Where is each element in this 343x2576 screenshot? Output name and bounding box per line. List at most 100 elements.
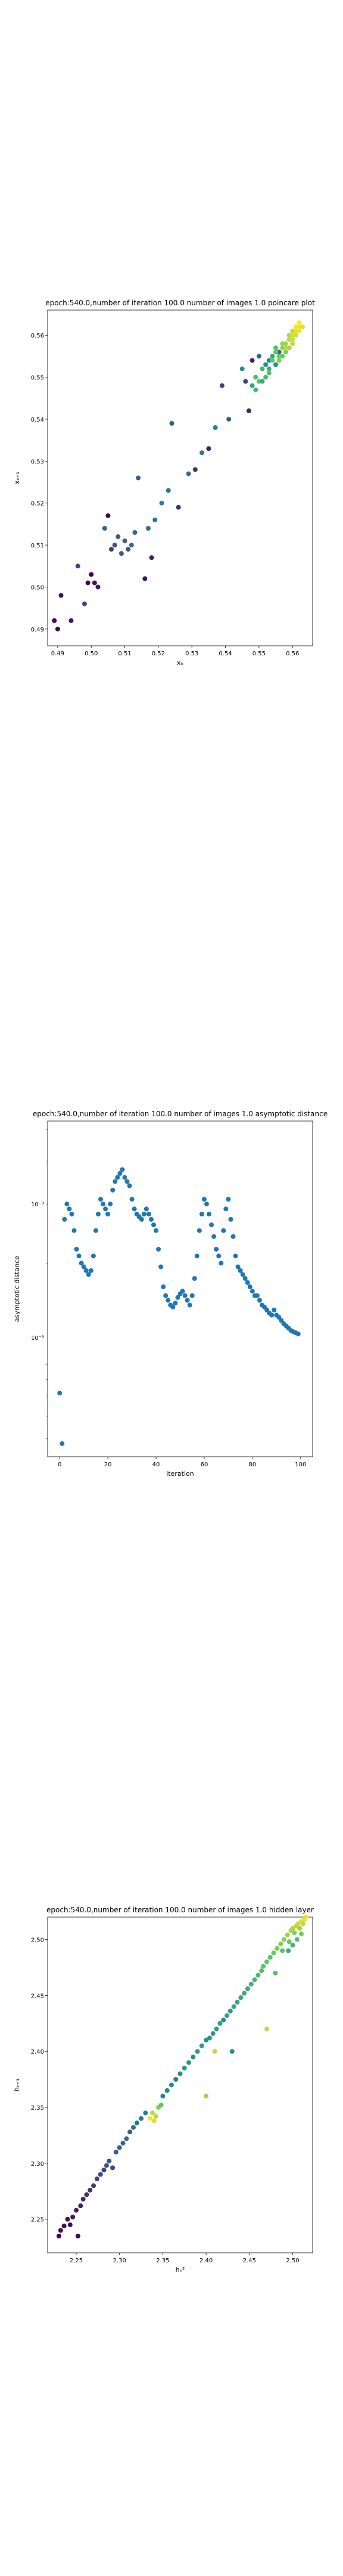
data-point (177, 2071, 183, 2076)
data-point (270, 358, 275, 363)
data-point (240, 1272, 245, 1277)
data-point (290, 337, 295, 342)
data-point (182, 1293, 188, 1298)
y-tick-label: 10⁻³ (31, 1335, 44, 1342)
data-point (290, 329, 295, 334)
data-point (239, 366, 245, 371)
data-point (75, 564, 80, 569)
data-point (292, 1930, 297, 1936)
data-point (120, 2141, 126, 2146)
data-point (110, 2165, 116, 2171)
y-tick-label: 0.54 (31, 417, 44, 423)
data-point (283, 349, 288, 355)
data-point (238, 1268, 243, 1273)
data-point (294, 1937, 300, 1942)
data-point (297, 320, 302, 326)
data-point (149, 2110, 155, 2116)
y-tick-label: 0.52 (31, 501, 44, 507)
x-axis-label: xₙ (177, 659, 183, 667)
x-tick-label: 0.50 (85, 651, 98, 657)
y-axis-label: asymptotic distance (13, 1256, 21, 1322)
data-point (283, 345, 288, 351)
data-point (252, 1977, 257, 1983)
x-tick-label: 0.56 (286, 651, 299, 657)
data-point (85, 580, 91, 586)
plot-frame (47, 1916, 313, 2253)
y-tick-label: 2.25 (31, 2217, 44, 2224)
data-point (136, 475, 141, 481)
data-point (194, 1253, 199, 1259)
data-point (243, 379, 248, 384)
data-point (278, 1942, 283, 1947)
data-point (295, 1332, 301, 1337)
data-point (169, 2082, 174, 2088)
data-point (67, 2222, 73, 2228)
data-point (88, 1268, 93, 1273)
data-point (176, 504, 181, 510)
data-point (248, 1981, 254, 1987)
data-point (299, 1931, 304, 1937)
data-point (260, 366, 265, 371)
y-tick-label: 2.35 (31, 2105, 44, 2111)
data-point (158, 2103, 164, 2108)
data-point (254, 1293, 260, 1298)
data-point (122, 538, 127, 544)
data-point (290, 341, 295, 346)
data-point (166, 488, 171, 493)
data-point (64, 1202, 70, 1207)
data-point (297, 1925, 303, 1931)
data-point (280, 345, 285, 351)
data-point (58, 593, 64, 598)
x-tick-label: 0 (58, 1462, 61, 1468)
x-tick-label: 100 (295, 1462, 306, 1468)
data-point (293, 324, 298, 330)
data-point (266, 366, 272, 371)
data-point (233, 1253, 238, 1259)
data-point (207, 2035, 212, 2041)
data-point (117, 2145, 122, 2150)
data-point (256, 379, 261, 384)
x-axis-label: iteration (166, 1470, 194, 1478)
data-point (143, 2110, 148, 2116)
data-point (145, 525, 151, 531)
data-point (56, 2233, 61, 2238)
data-point (273, 1970, 278, 1976)
data-point (98, 1197, 103, 1202)
x-tick-label: 2.30 (113, 2258, 126, 2264)
data-point (173, 2077, 179, 2082)
data-point (119, 551, 124, 556)
data-point (280, 354, 285, 359)
data-point (286, 1939, 292, 1945)
data-point (213, 425, 218, 431)
y-tick-label: 0.50 (31, 584, 44, 591)
data-point (75, 2233, 80, 2238)
x-axis-label: hₙ² (176, 2266, 185, 2274)
data-point (228, 1216, 233, 1222)
data-point (62, 1216, 67, 1222)
data-point (231, 2004, 236, 2010)
data-point (69, 1212, 74, 1217)
data-point (74, 1246, 79, 1252)
data-point (273, 362, 279, 367)
x-tick-label: 2.50 (286, 2258, 299, 2264)
data-point (295, 1921, 301, 1927)
data-point (58, 2228, 63, 2233)
data-point (264, 1959, 269, 1965)
data-point (134, 2120, 139, 2126)
data-point (266, 358, 272, 363)
data-point (286, 333, 292, 338)
y-tick-label: 10⁻³ (31, 1202, 44, 1208)
data-point (103, 1206, 108, 1212)
data-point (199, 2043, 204, 2048)
data-point (104, 2163, 109, 2168)
y-axis-label: hₙ₊₁ (13, 2079, 21, 2092)
data-point (130, 2125, 136, 2130)
data-point (286, 1948, 291, 1953)
data-point (235, 1264, 241, 1270)
data-point (301, 1921, 306, 1927)
data-point (105, 1212, 111, 1217)
y-tick-label: 2.30 (31, 2161, 44, 2168)
data-point (293, 329, 298, 334)
data-point (124, 1179, 130, 1184)
data-point (245, 1986, 250, 1992)
